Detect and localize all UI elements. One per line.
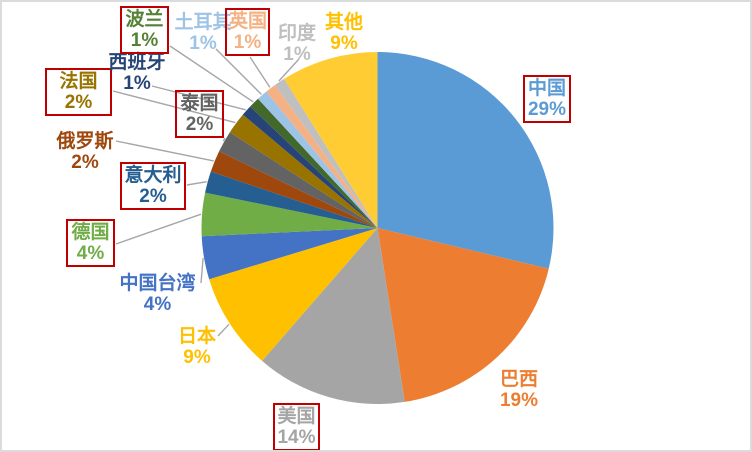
slice-pct: 2% bbox=[139, 186, 167, 207]
pie-slice-10 bbox=[242, 106, 378, 228]
leader-line-13 bbox=[249, 56, 271, 88]
slice-label-russia: 俄罗斯 2% bbox=[55, 131, 115, 173]
slice-label-spain: 西班牙 1% bbox=[107, 52, 167, 94]
slice-pct: 1% bbox=[123, 73, 151, 94]
slice-label-others: 其他 9% bbox=[322, 12, 366, 54]
slice-pct: 14% bbox=[277, 427, 316, 448]
slice-label-usa: 美国 14% bbox=[273, 403, 320, 450]
slice-pct: 4% bbox=[143, 294, 172, 315]
slice-name: 俄罗斯 bbox=[56, 131, 114, 152]
slice-label-china: 中国 29% bbox=[523, 75, 571, 123]
slice-label-poland: 波兰 1% bbox=[120, 6, 169, 54]
leader-line-6 bbox=[186, 181, 207, 186]
slice-name: 法国 bbox=[59, 71, 98, 92]
slice-name: 西班牙 bbox=[108, 52, 166, 73]
pie-slice-11 bbox=[250, 98, 378, 228]
slice-name: 印度 bbox=[277, 23, 316, 44]
slice-pct: 2% bbox=[185, 114, 214, 135]
slice-label-taiwan-china: 中国台湾 4% bbox=[115, 273, 200, 315]
slice-name: 意大利 bbox=[124, 165, 182, 186]
slice-name: 其他 bbox=[324, 12, 363, 33]
slice-pct: 9% bbox=[183, 347, 211, 368]
leader-line-10 bbox=[151, 85, 246, 111]
leader-line-14 bbox=[278, 58, 300, 82]
slice-label-france: 法国 2% bbox=[45, 68, 112, 116]
pie-slice-4 bbox=[201, 228, 378, 280]
slice-name: 美国 bbox=[277, 406, 316, 427]
pie-slice-8 bbox=[219, 132, 378, 228]
pie-slice-13 bbox=[266, 84, 378, 228]
slice-name: 英国 bbox=[229, 11, 268, 32]
leader-line-12 bbox=[215, 48, 262, 95]
slice-name: 土耳其 bbox=[174, 12, 232, 33]
slice-pct: 4% bbox=[76, 243, 105, 264]
slice-name: 德国 bbox=[71, 222, 110, 243]
leader-line-5 bbox=[115, 213, 202, 245]
slice-pct: 2% bbox=[71, 152, 99, 173]
slice-name: 巴西 bbox=[499, 369, 538, 390]
slice-label-turkey: 土耳其 1% bbox=[173, 12, 233, 54]
leader-line-11 bbox=[169, 45, 254, 103]
slice-label-brazil: 巴西 19% bbox=[496, 369, 542, 411]
pie-slice-3 bbox=[209, 228, 378, 361]
slice-pct: 29% bbox=[527, 99, 567, 120]
slice-pct: 1% bbox=[189, 33, 217, 54]
pie-slice-2 bbox=[262, 228, 405, 405]
leader-line-8 bbox=[222, 137, 226, 142]
slice-name: 中国台湾 bbox=[119, 273, 196, 294]
pie-slice-7 bbox=[210, 151, 378, 228]
pie-slice-1 bbox=[377, 228, 549, 402]
pie-slice-14 bbox=[274, 78, 378, 229]
pie-slice-9 bbox=[229, 114, 378, 228]
leader-line-9 bbox=[112, 90, 236, 124]
slice-name: 波兰 bbox=[125, 9, 164, 30]
slice-name: 中国 bbox=[527, 78, 566, 99]
slice-label-thailand: 泰国 2% bbox=[175, 90, 224, 138]
slice-pct: 1% bbox=[233, 32, 262, 53]
slice-pct: 9% bbox=[330, 33, 358, 54]
slice-label-uk: 英国 1% bbox=[225, 8, 270, 56]
slice-label-germany: 德国 4% bbox=[66, 219, 115, 267]
leader-line-4 bbox=[200, 258, 204, 284]
slice-label-india: 印度 1% bbox=[275, 23, 319, 65]
pie-slice-6 bbox=[205, 171, 378, 228]
slice-name: 泰国 bbox=[180, 93, 219, 114]
slice-pct: 2% bbox=[64, 92, 93, 113]
pie-slice-12 bbox=[257, 91, 378, 228]
leader-line-3 bbox=[217, 323, 230, 337]
slice-pct: 1% bbox=[283, 44, 311, 65]
slice-name: 日本 bbox=[177, 326, 216, 347]
slice-pct: 1% bbox=[130, 30, 159, 51]
leader-line-7 bbox=[115, 140, 214, 162]
pie-slice-5 bbox=[201, 192, 378, 237]
slice-label-japan: 日本 9% bbox=[176, 326, 218, 368]
slice-pct: 19% bbox=[499, 390, 539, 411]
pie-slice-15 bbox=[284, 52, 378, 228]
pie-slice-0 bbox=[377, 52, 554, 269]
slice-label-italy: 意大利 2% bbox=[120, 162, 186, 210]
